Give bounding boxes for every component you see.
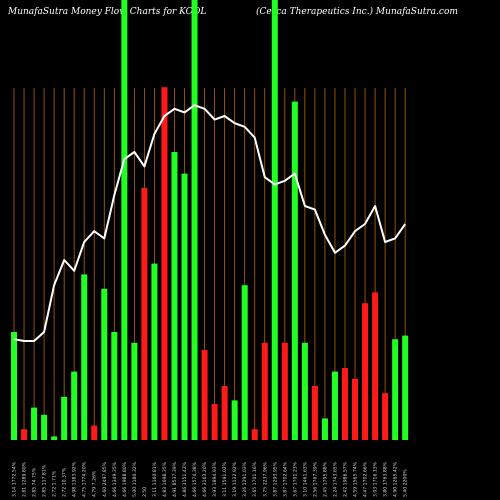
- flow-bar: [71, 371, 78, 440]
- x-tick-label: 2.85 74.75%: [32, 467, 38, 497]
- flow-bar: [131, 342, 138, 440]
- flow-bar: [301, 342, 308, 440]
- x-tick-label: 2.56 1767.39%: [312, 461, 318, 497]
- flow-bar: [161, 87, 168, 440]
- flow-bar: [171, 152, 178, 440]
- x-tick-label: 5.40 2200%: [403, 469, 409, 497]
- x-tick-label: 2.81 1289.80%: [22, 461, 28, 497]
- flow-bar: [261, 342, 268, 440]
- x-tick-label: 3.80 1763.88%: [383, 461, 389, 497]
- flow-bar: [372, 292, 379, 440]
- flow-bar: [181, 173, 188, 440]
- x-tick-label: 4.83 1698.35%: [162, 461, 168, 497]
- x-tick-label: 3.65 1701.16%: [252, 461, 258, 497]
- x-tick-label: 3.19 1132.92%: [232, 461, 238, 497]
- flow-bar: [151, 263, 158, 440]
- flow-bar: [281, 342, 288, 440]
- bars: [11, 0, 409, 440]
- flow-bar: [191, 0, 198, 440]
- flow-bar: [231, 400, 238, 440]
- flow-bar: [352, 378, 359, 440]
- chart-title: MunafaSutra Money Flow Charts for KOOL: [8, 7, 207, 17]
- flow-bar: [121, 0, 128, 440]
- trend-line-layer: [13, 104, 407, 342]
- flow-bar: [251, 429, 258, 440]
- x-tick-label: 3.11 1591.02%: [222, 461, 228, 497]
- flow-bar: [201, 350, 208, 440]
- flow-bar: [331, 371, 338, 440]
- x-tick-label: 4.66 1988.80%: [122, 461, 128, 497]
- flow-bar: [291, 101, 298, 440]
- x-tick-label: 4.60 2497.85%: [102, 461, 108, 497]
- flow-bar: [392, 339, 399, 440]
- x-tick-label: 3.03 1716.13%: [373, 461, 379, 497]
- flow-bar: [21, 429, 28, 440]
- x-tick-label: 4.47 1702.66%: [363, 461, 369, 497]
- x-tick-label: 2.72 10.37%: [62, 467, 68, 497]
- flow-bar: [51, 436, 58, 440]
- x-tick-label: 3.11 1160.81%: [152, 461, 158, 497]
- x-tick-label: 3.67 1701.23%: [292, 461, 298, 497]
- flow-bar: [31, 407, 38, 440]
- x-tick-label: 4.90 1265.42%: [393, 461, 399, 497]
- x-tick-label: 4.66 1574.38%: [192, 461, 198, 497]
- flow-bar: [341, 368, 348, 440]
- x-tick-label: 3.87 1293.95%: [272, 461, 278, 497]
- x-tick-label: 4.75 1774.20%: [82, 461, 88, 497]
- flow-bar: [101, 288, 108, 440]
- flow-bar: [382, 393, 389, 440]
- flow-bar: [81, 274, 88, 440]
- flow-bar: [241, 285, 248, 440]
- flow-bar: [271, 0, 278, 440]
- x-tick-label: 4.91 8537.39%: [172, 461, 178, 497]
- x-tick-label: 2.72 1.71%: [52, 470, 58, 497]
- flow-bar: [221, 386, 228, 440]
- trend-line: [13, 104, 407, 342]
- flow-bar: [61, 396, 68, 440]
- flow-bar: [11, 332, 17, 440]
- x-tick-label: 2.24 1743.65%: [332, 461, 338, 497]
- flow-bar: [402, 335, 409, 440]
- x-tick-label: 2.45 1795.88%: [322, 461, 328, 497]
- x-tick-label: 3.75 2237.96%: [262, 461, 268, 497]
- flow-bar: [211, 404, 218, 440]
- x-tick-label: 5.00 1180.32%: [132, 461, 138, 497]
- x-tick-label: 4.66 1349.35%: [112, 461, 118, 497]
- x-tick-label: 3.14 1772.54%: [12, 461, 18, 497]
- x-tick-label: 4.79 7.26%: [92, 470, 98, 497]
- flow-bar: [91, 425, 98, 440]
- flow-bar: [41, 414, 48, 440]
- flow-bar: [311, 386, 318, 440]
- x-tick-label: 2.50: [142, 487, 148, 497]
- flow-bar: [321, 418, 328, 440]
- x-tick-label: 4.59 1565.74%: [353, 461, 359, 497]
- flow-bar: [141, 188, 148, 440]
- x-tick-label: 4.66 3163.20%: [202, 461, 208, 497]
- flow-bar: [111, 332, 118, 440]
- x-tick-label: 3.93 1894.93%: [212, 461, 218, 497]
- x-tick-label: 3.10 1461.63%: [302, 461, 308, 497]
- chart-subtitle: (Cesca Therapeutics Inc.) MunafaSutra.co…: [256, 7, 458, 17]
- x-tick-label: 2.42 1986.57%: [342, 461, 348, 497]
- x-axis-labels: 3.14 1772.54% 2.81 1289.80% 2.85 74.75% 2.8…: [12, 461, 409, 497]
- flow-bar: [362, 303, 369, 440]
- x-tick-label: 3.26 1291.03%: [242, 461, 248, 497]
- x-tick-label: 4.86 3151.42%: [182, 461, 188, 497]
- x-tick-label: 2.85 117.81%: [42, 464, 48, 497]
- x-tick-label: 4.98 1383.92%: [72, 461, 78, 497]
- x-tick-label: 3.87 1702.64%: [282, 461, 288, 497]
